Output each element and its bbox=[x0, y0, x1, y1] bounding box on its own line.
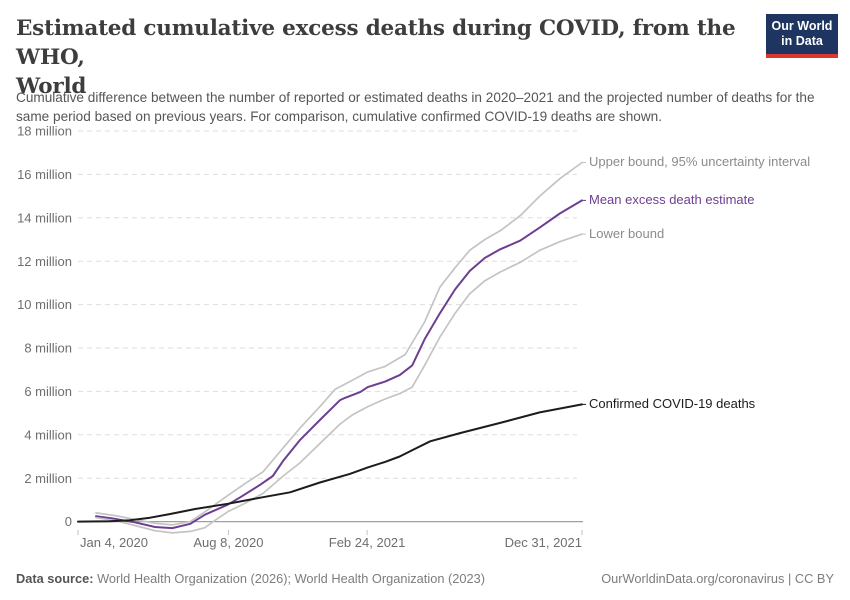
y-axis-tick-label: 8 million bbox=[24, 341, 72, 356]
y-axis-tick-label: 12 million bbox=[17, 254, 72, 269]
series-label-upper-bound: Upper bound, 95% uncertainty interval bbox=[589, 154, 811, 170]
y-axis-tick-label: 14 million bbox=[17, 210, 72, 225]
chart-footer: Data source: World Health Organization (… bbox=[16, 571, 834, 586]
owid-logo-line1: Our World bbox=[771, 19, 833, 33]
owid-logo[interactable]: Our World in Data bbox=[766, 14, 838, 58]
y-axis-tick-label: 18 million bbox=[17, 124, 72, 139]
y-axis-tick-label: 4 million bbox=[24, 427, 72, 442]
series-label-confirmed-deaths: Confirmed COVID-19 deaths bbox=[589, 396, 756, 412]
data-source-text: World Health Organization (2026); World … bbox=[93, 571, 485, 586]
series-label-lower-bound: Lower bound bbox=[589, 226, 665, 242]
page-title-line2: World bbox=[16, 74, 87, 99]
series-label-mean-estimate: Mean excess death estimate bbox=[589, 192, 755, 208]
series-line-upper[interactable] bbox=[95, 161, 583, 526]
owid-logo-line2: in Data bbox=[781, 34, 823, 48]
y-axis-tick-label: 16 million bbox=[17, 167, 72, 182]
series-line-mean[interactable] bbox=[95, 199, 583, 530]
page-title-line1: Estimated cumulative excess deaths durin… bbox=[16, 16, 736, 70]
data-source-label: Data source: bbox=[16, 571, 94, 586]
x-axis-tick-label: Aug 8, 2020 bbox=[193, 535, 263, 550]
page-title: Estimated cumulative excess deaths durin… bbox=[16, 14, 756, 101]
chart-subtitle: Cumulative difference between the number… bbox=[16, 90, 815, 124]
plot-area[interactable] bbox=[78, 124, 583, 538]
x-axis-tick-label: Feb 24, 2021 bbox=[329, 535, 406, 550]
series-line-confirmed[interactable] bbox=[77, 403, 583, 523]
y-axis-tick-label: 10 million bbox=[17, 297, 72, 312]
series-line-lower[interactable] bbox=[95, 233, 583, 534]
y-axis-tick-label: 6 million bbox=[24, 384, 72, 399]
data-source: Data source: World Health Organization (… bbox=[16, 571, 485, 586]
credit-link[interactable]: OurWorldinData.org/coronavirus | CC BY bbox=[601, 571, 834, 586]
y-axis-tick-label: 2 million bbox=[24, 471, 72, 486]
x-axis-tick-label: Jan 4, 2020 bbox=[80, 535, 148, 550]
y-axis-tick-label: 0 bbox=[65, 514, 72, 529]
x-axis-tick-label: Dec 31, 2021 bbox=[505, 535, 582, 550]
